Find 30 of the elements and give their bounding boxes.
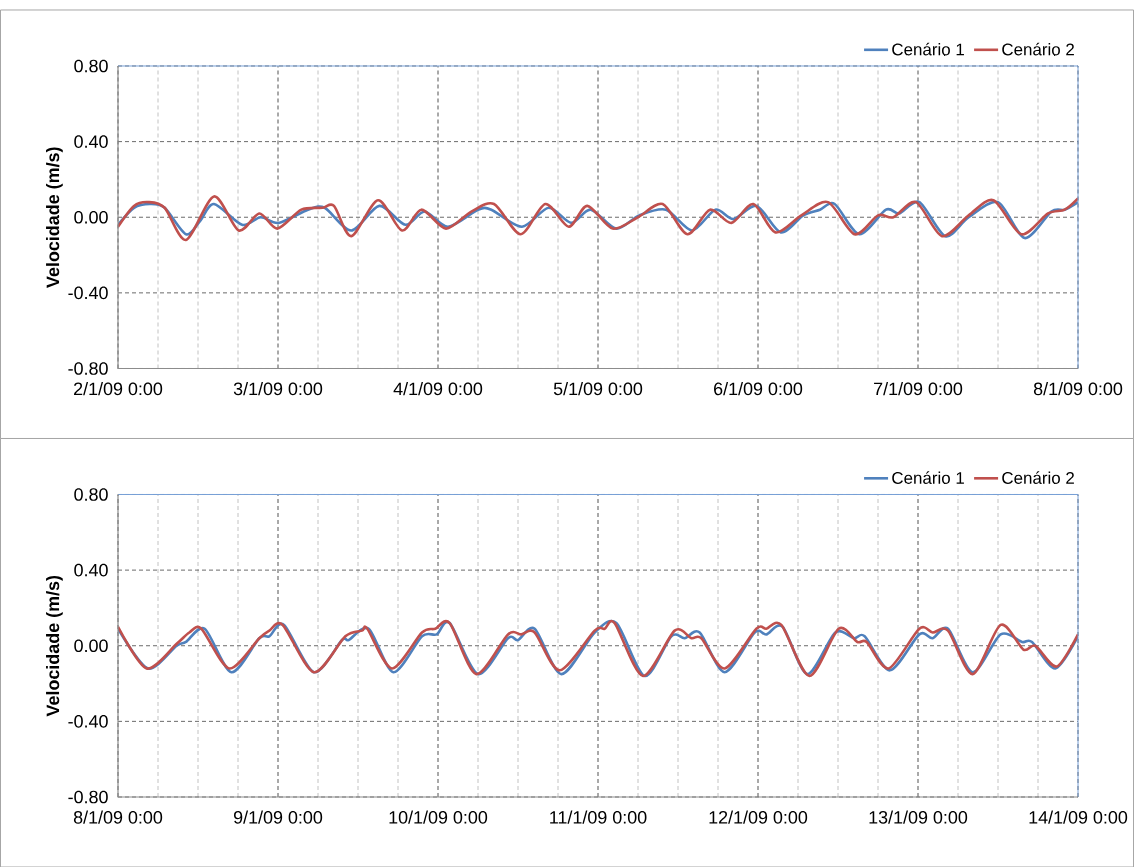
y-tick-label: -0.80	[68, 790, 108, 804]
y-tick-label: -0.40	[68, 286, 108, 300]
x-tick-label: 3/1/09 0:00	[233, 382, 323, 396]
x-tick-label: 13/1/09 0:00	[869, 810, 968, 824]
y-tick-label: 0.40	[74, 563, 108, 577]
x-tick-label: 4/1/09 0:00	[393, 382, 483, 396]
x-tick-label: 10/1/09 0:00	[389, 810, 488, 824]
y-axis-title: Velocidade (m/s)	[46, 575, 63, 717]
x-tick-label: 8/1/09 0:00	[1033, 382, 1123, 396]
x-tick-label: 11/1/09 0:00	[550, 810, 647, 824]
y-axis-title: Velocidade (m/s)	[46, 147, 63, 288]
y-tick-label: -0.40	[68, 715, 108, 728]
y-tick-label: -0.80	[68, 362, 108, 375]
y-tick-label: 0.00	[74, 210, 108, 224]
x-tick-label: 12/1/09 0:00	[709, 810, 808, 824]
x-tick-label: 14/1/09 0:00	[1029, 810, 1128, 824]
legend-label: Cenário 2	[1002, 471, 1074, 484]
y-tick-label: 0.40	[74, 135, 108, 148]
y-tick-label: 0.00	[74, 639, 108, 653]
legend-label: Cenário 2	[1002, 42, 1074, 56]
legend-label: Cenário 1	[892, 471, 964, 484]
x-tick-label: 8/1/09 0:00	[73, 810, 163, 824]
x-tick-label: 6/1/09 0:00	[714, 382, 803, 396]
x-tick-label: 9/1/09 0:00	[233, 810, 323, 824]
x-tick-label: 2/1/09 0:00	[74, 382, 163, 396]
y-tick-label: 0.80	[74, 59, 108, 73]
x-tick-label: 5/1/09 0:00	[553, 382, 643, 396]
y-tick-label: 0.80	[74, 488, 108, 501]
x-tick-label: 7/1/09 0:00	[874, 382, 963, 396]
legend-label: Cenário 1	[892, 42, 964, 56]
